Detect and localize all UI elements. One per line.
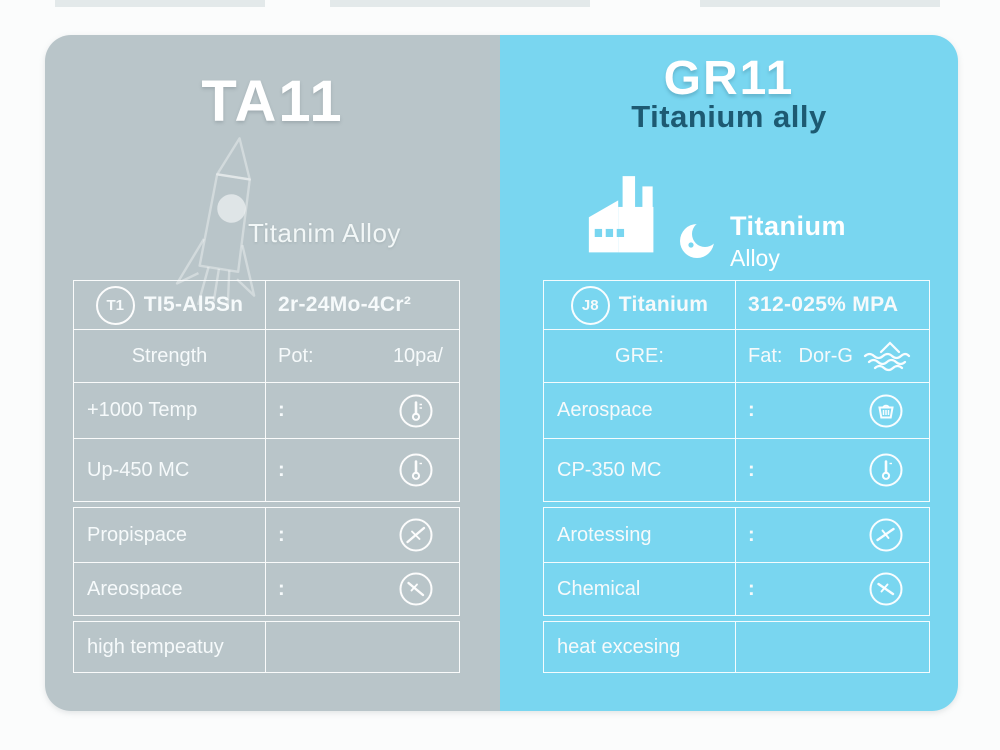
alloy-strength: 312-025% MPA [748, 293, 899, 316]
table-row: heat excesing [544, 622, 929, 672]
alloy-name: Titanium [618, 293, 709, 316]
row-label: Aerospace [557, 399, 653, 421]
table-section: Arotessing : Chemical : [543, 507, 930, 616]
j8-badge: J8 [570, 285, 610, 325]
plane-icon [869, 572, 903, 606]
thermometer-icon [869, 453, 903, 487]
scan-artifact [700, 0, 940, 7]
table-row: Arotessing : [544, 508, 929, 562]
table-row: GRE: Fat: Dor-G [544, 329, 929, 382]
right-title: GR11 [663, 52, 795, 105]
thermometer-icon [399, 453, 433, 487]
caption-line2: Alloy [730, 245, 780, 271]
row-label: CP-350 MC [557, 458, 662, 481]
colon: : [748, 458, 755, 481]
row-label: +1000 Temp [87, 399, 198, 421]
mountain-waves-icon [863, 341, 911, 372]
right-icon-caption: Titanium Alloy [730, 211, 846, 272]
row-label: Propispace [87, 523, 188, 546]
value-text: Dor-G [798, 344, 853, 367]
table-row: +1000 Temp : [74, 382, 459, 438]
factory-icon [588, 176, 654, 253]
row-label: Areospace [87, 577, 183, 600]
table-section: Propispace : Areospace : [73, 507, 460, 616]
table-row: T1 TI5-Al5Sn 2r-24Mo-4Cr² [74, 281, 459, 329]
row-label: high tempeatuy [87, 635, 224, 658]
table-section: T1 TI5-Al5Sn 2r-24Mo-4Cr² Strength Pot: … [73, 280, 460, 502]
alloy-name: TI5-Al5Sn [143, 293, 244, 316]
value-label: Fat: [748, 344, 783, 367]
plane-icon [399, 572, 433, 606]
scan-artifact [330, 0, 590, 7]
panel-ta11: TA11 Titanim Alloy T1 TI5-Al5Sn 2r-24Mo- [45, 35, 500, 711]
wave-icon [680, 221, 718, 258]
colon: : [748, 523, 755, 546]
right-spec-table: J8 Titanium 312-025% MPA GRE: Fat: Dor-G [543, 280, 930, 673]
panel-gr11: GR11 Titanium ally Titanium Alloy [500, 35, 958, 711]
left-subtitle: Titanim Alloy [248, 218, 401, 248]
table-section: heat excesing [543, 621, 930, 673]
table-section: J8 Titanium 312-025% MPA GRE: Fat: Dor-G [543, 280, 930, 502]
table-row: Aerospace : [544, 382, 929, 438]
table-row: Areospace : [74, 562, 459, 615]
colon: : [278, 458, 285, 481]
table-row: J8 Titanium 312-025% MPA [544, 281, 929, 329]
colon: : [278, 399, 285, 421]
colon: : [748, 577, 755, 600]
rocket-icon [175, 137, 256, 310]
plane-icon [399, 518, 433, 552]
scan-artifact [55, 0, 265, 7]
table-row: Up-450 MC : [74, 438, 459, 501]
left-title: TA11 [201, 69, 344, 134]
value-text: 10pa/ [392, 344, 443, 367]
table-row: Strength Pot: 10pa/ [74, 329, 459, 382]
right-subtitle: Titanium ally [631, 99, 827, 134]
row-label: Chemical [557, 577, 641, 600]
table-section: high tempeatuy [73, 621, 460, 673]
colon: : [278, 577, 285, 600]
row-label: GRE: [615, 344, 664, 367]
colon: : [278, 523, 285, 546]
table-row: Chemical : [544, 562, 929, 615]
table-row: CP-350 MC : [544, 438, 929, 501]
value-label: Pot: [278, 344, 314, 367]
alloy-comparison-card: TA11 Titanim Alloy T1 TI5-Al5Sn 2r-24Mo- [45, 35, 958, 711]
thermometer-icon [399, 394, 433, 427]
row-label: heat excesing [557, 635, 681, 658]
alloy-composition: 2r-24Mo-4Cr² [278, 293, 412, 316]
t1-badge: T1 [95, 285, 135, 325]
plane-icon [869, 518, 903, 552]
caption-line1: Titanium [730, 211, 847, 241]
row-label: Strength [131, 344, 208, 367]
left-spec-table: T1 TI5-Al5Sn 2r-24Mo-4Cr² Strength Pot: … [73, 280, 460, 673]
table-row: high tempeatuy [74, 622, 459, 672]
basket-icon [869, 394, 903, 427]
table-row: Propispace : [74, 508, 459, 562]
row-label: Arotessing [557, 523, 652, 546]
colon: : [748, 399, 755, 421]
row-label: Up-450 MC [87, 458, 190, 481]
